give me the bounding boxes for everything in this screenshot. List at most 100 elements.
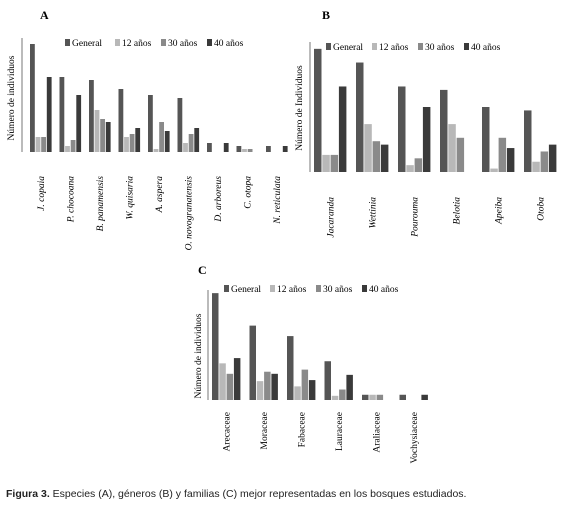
bar-general [324,361,331,400]
legend-entry: 40 años [471,43,501,53]
bar-general [399,394,406,400]
bar-general [356,62,364,172]
x-tick-label: W. quisaria [126,176,136,220]
bar-40-anos [282,146,288,152]
bar-30-anos [376,394,384,400]
legend-entry: 12 años [122,39,152,49]
legend-swatch [115,39,120,46]
bar-40-anos [135,128,141,152]
legend-entry: 12 años [277,285,307,295]
y-axis-label: Número de individuos [7,55,17,140]
bar-30-anos [129,134,135,152]
bar-general [148,95,153,152]
x-tick-label: Vochysiaceae [410,412,420,464]
bar-40-anos [271,373,278,400]
x-tick-label: N. reticulata [273,176,283,225]
bar-general [287,336,294,400]
bar-30-anos [159,122,164,152]
legend-entry: General [333,43,363,53]
bar-general [249,325,256,400]
bar-40-anos [338,86,347,172]
bar-30-anos [41,137,46,152]
legend-swatch [316,285,321,292]
x-tick-label: A. aspera [155,176,165,214]
legend-swatch [326,43,331,50]
bar-40-anos [164,131,170,152]
bar-30-anos [100,119,105,152]
legend-entry: 40 años [214,39,244,49]
legend-swatch [464,43,469,50]
x-tick-label: P. chocoana [67,176,77,224]
x-tick-label: Arecaceae [223,412,233,452]
bar-general [30,44,35,152]
legend-entry: 30 años [323,285,353,295]
bar-12-anos [331,395,339,400]
legend-swatch [224,285,229,292]
x-tick-label: Lauraceae [335,412,345,451]
legend-swatch [207,39,212,46]
legend-entry: General [231,285,261,295]
bar-general [362,394,369,400]
bar-12-anos [406,165,414,172]
bar-30-anos [498,137,507,172]
bar-general [236,146,242,152]
bar-12-anos [448,124,456,172]
x-tick-label: Wettinia [369,197,379,229]
x-tick-label: O. novogranatensis [185,176,195,251]
x-tick-label: D. arboreus [214,176,224,223]
x-tick-label: C. otopa [244,176,254,209]
bar-40-anos [223,143,229,152]
legend-swatch [65,39,70,46]
bar-general [524,110,532,172]
legend-entry: 12 años [379,43,409,53]
legend-swatch [270,285,275,292]
x-tick-label: Belotia [453,197,463,225]
bar-12-anos [364,124,372,172]
bar-30-anos [301,369,309,400]
bar-40-anos [422,107,431,172]
bar-general [212,293,219,400]
bar-40-anos [233,358,241,400]
bar-general [482,107,490,172]
bar-12-anos [256,381,264,400]
legend-entry: 30 años [168,39,198,49]
bar-30-anos [339,389,346,400]
legend-entry: 40 años [369,285,399,295]
bar-12-anos [294,386,301,400]
bar-general [177,98,183,152]
bar-12-anos [124,137,129,152]
bar-40-anos [194,128,200,152]
bar-12-anos [94,110,100,152]
bar-30-anos [372,141,381,172]
x-tick-label: Moraceae [260,412,270,449]
bar-general [207,143,212,152]
bar-30-anos [330,154,339,172]
bar-general [440,89,448,172]
figure-caption: Figura 3. Especies (A), géneros (B) y fa… [6,488,576,500]
bar-30-anos [247,149,253,152]
bar-40-anos [421,394,428,400]
caption-label: Figura 3. [6,488,50,500]
bar-30-anos [226,373,234,400]
panel-label: A [40,8,49,22]
legend-swatch [161,39,166,46]
bar-30-anos [456,137,465,172]
bar-12-anos [183,143,188,152]
bar-40-anos [46,77,52,152]
bar-40-anos [308,380,316,400]
bar-12-anos [322,154,330,172]
bar-40-anos [506,148,515,172]
bar-12-anos [369,394,376,400]
bar-12-anos [35,137,41,152]
bar-12-anos [65,146,70,152]
x-tick-label: Apeiba [495,197,505,225]
bar-30-anos [70,140,76,152]
x-tick-label: Pourouma [411,197,421,238]
legend-swatch [372,43,377,50]
chart-panel-b: B Número de Individuos Jacaranda Wettinia Po… [295,8,557,238]
bar-30-anos [264,371,271,400]
bar-40-anos [548,144,557,172]
bar-40-anos [76,95,82,152]
x-tick-label: Otoba [537,197,547,221]
